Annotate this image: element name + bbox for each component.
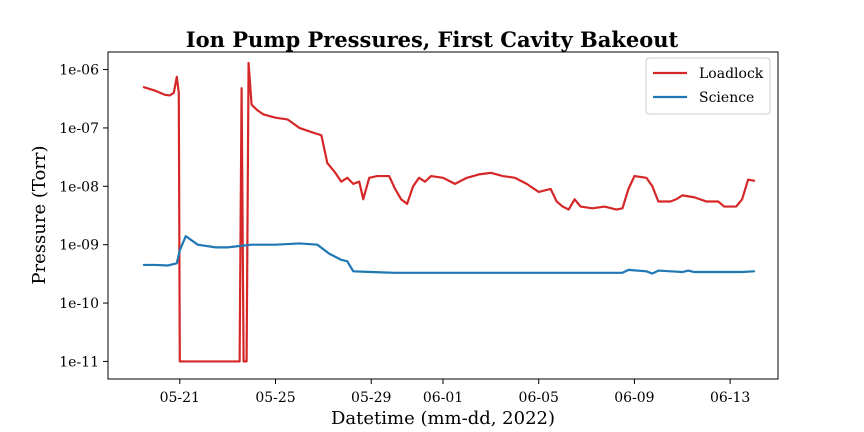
chart-title: Ion Pump Pressures, First Cavity Bakeout (186, 27, 679, 52)
y-axis: 1e-11 1e-10 1e-09 1e-08 1e-07 1e-06 (59, 63, 108, 370)
legend-label-loadlock: Loadlock (699, 66, 764, 82)
x-tick-label: 05-25 (255, 390, 295, 406)
x-tick-label: 05-29 (351, 390, 391, 406)
x-axis: 05-21 05-25 05-29 06-01 06-05 06-09 06-13 (160, 379, 750, 406)
x-tick-label: 06-01 (423, 390, 463, 406)
y-tick-label: 1e-11 (59, 354, 99, 370)
y-tick-label: 1e-07 (59, 121, 99, 137)
legend-label-science: Science (699, 90, 754, 106)
legend: Loadlock Science (645, 57, 771, 115)
y-tick-label: 1e-06 (59, 63, 99, 79)
plot-area (142, 61, 756, 363)
x-tick-label: 06-05 (519, 390, 559, 406)
y-tick-label: 1e-10 (59, 296, 99, 312)
series-line-science (142, 235, 756, 275)
x-tick-label: 06-13 (710, 390, 750, 406)
y-tick-label: 1e-09 (59, 238, 99, 254)
y-tick-label: 1e-08 (59, 179, 99, 195)
series-line-loadlock (142, 61, 756, 363)
x-axis-label: Datetime (mm-dd, 2022) (331, 408, 555, 429)
x-tick-label: 05-21 (160, 390, 200, 406)
y-axis-label: Pressure (Torr) (29, 145, 50, 284)
x-tick-label: 06-09 (614, 390, 654, 406)
